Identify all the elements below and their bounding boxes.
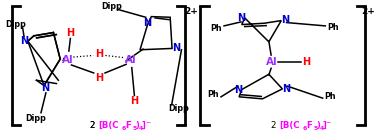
- Text: H: H: [95, 49, 104, 59]
- Text: N: N: [41, 83, 49, 93]
- Text: ): ): [316, 121, 320, 130]
- Text: N: N: [20, 36, 28, 46]
- Text: N: N: [281, 15, 289, 25]
- Text: Al: Al: [266, 57, 278, 67]
- Text: H: H: [130, 96, 138, 107]
- Text: Dipp: Dipp: [25, 113, 46, 123]
- Text: 2: 2: [271, 121, 279, 130]
- Text: H: H: [95, 73, 104, 83]
- Text: Ph: Ph: [211, 24, 222, 33]
- Text: Dipp: Dipp: [101, 2, 122, 11]
- Text: N: N: [282, 84, 290, 94]
- Text: Dipp: Dipp: [5, 20, 26, 29]
- Text: Ph: Ph: [208, 90, 219, 99]
- Text: N: N: [172, 43, 181, 53]
- Text: ): ): [136, 121, 139, 130]
- Text: 6: 6: [303, 126, 307, 131]
- Text: Ph: Ph: [327, 23, 339, 32]
- Text: Al: Al: [125, 55, 136, 65]
- Text: 6: 6: [122, 126, 126, 131]
- Text: 4: 4: [138, 126, 143, 131]
- Text: H: H: [66, 27, 74, 38]
- Text: 2+: 2+: [361, 7, 375, 16]
- Text: Ph: Ph: [324, 92, 336, 101]
- Text: N: N: [234, 85, 242, 95]
- Text: N: N: [144, 18, 152, 28]
- Text: N: N: [237, 13, 245, 23]
- Text: 2: 2: [90, 121, 99, 130]
- Text: [B(C: [B(C: [99, 121, 119, 130]
- Text: $-$: $-$: [144, 120, 151, 124]
- Text: 5: 5: [313, 126, 318, 131]
- Text: 4: 4: [319, 126, 324, 131]
- Text: F: F: [307, 121, 312, 130]
- Text: [B(C: [B(C: [279, 121, 300, 130]
- Text: F: F: [126, 121, 132, 130]
- Text: $-$: $-$: [325, 120, 332, 124]
- Text: 5: 5: [133, 126, 137, 131]
- Text: 2: 2: [90, 121, 99, 130]
- Text: Al: Al: [62, 55, 74, 65]
- Text: 2+: 2+: [184, 7, 198, 16]
- Text: H: H: [302, 57, 310, 67]
- Text: ]: ]: [141, 121, 145, 130]
- Text: Dipp: Dipp: [168, 104, 189, 113]
- Text: ]: ]: [322, 121, 326, 130]
